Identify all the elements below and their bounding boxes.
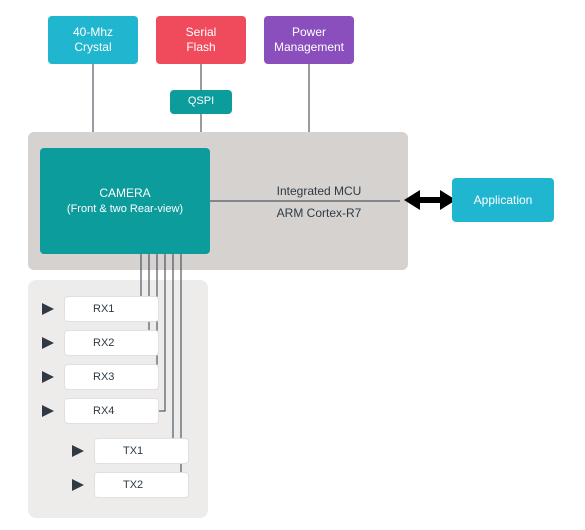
rx3-arrow-icon	[42, 371, 54, 383]
tx1-label: TX1	[123, 445, 143, 457]
rx1-box: RX1	[64, 296, 159, 322]
tx2-label: TX2	[123, 479, 143, 491]
flash-line2: Flash	[186, 40, 215, 54]
rx1-label: RX1	[93, 303, 114, 315]
qspi-label: QSPI	[188, 95, 214, 109]
rx4-box: RX4	[64, 398, 159, 424]
camera-block: CAMERA (Front & two Rear-view)	[40, 148, 210, 254]
camera-line2: (Front & two Rear-view)	[67, 203, 183, 215]
rx2-arrow-icon	[42, 337, 54, 349]
power-line1: Power	[292, 25, 326, 39]
rx3-label: RX3	[93, 371, 114, 383]
crystal-line1: 40-Mhz	[73, 25, 113, 39]
diagram-canvas: 40-Mhz Crystal Serial Flash Power Manage…	[0, 0, 585, 530]
mcu-label-top: Integrated MCU	[244, 184, 394, 198]
rx3-box: RX3	[64, 364, 159, 390]
crystal-block: 40-Mhz Crystal	[48, 16, 138, 64]
qspi-block: QSPI	[170, 90, 232, 114]
application-block: Application	[452, 178, 554, 222]
tx1-box: TX1	[94, 438, 189, 464]
tx2-box: TX2	[94, 472, 189, 498]
tx2-arrow-icon	[72, 479, 84, 491]
power-block: Power Management	[264, 16, 354, 64]
mcu-label-bottom: ARM Cortex-R7	[244, 206, 394, 220]
flash-line1: Serial	[186, 25, 217, 39]
application-label: Application	[474, 193, 533, 208]
crystal-line2: Crystal	[74, 40, 111, 54]
power-line2: Management	[274, 40, 344, 54]
rx4-label: RX4	[93, 405, 114, 417]
rx1-arrow-icon	[42, 303, 54, 315]
rx4-arrow-icon	[42, 405, 54, 417]
camera-line1: CAMERA	[99, 186, 150, 200]
tx1-arrow-icon	[72, 445, 84, 457]
rx2-box: RX2	[64, 330, 159, 356]
flash-block: Serial Flash	[156, 16, 246, 64]
rx2-label: RX2	[93, 337, 114, 349]
